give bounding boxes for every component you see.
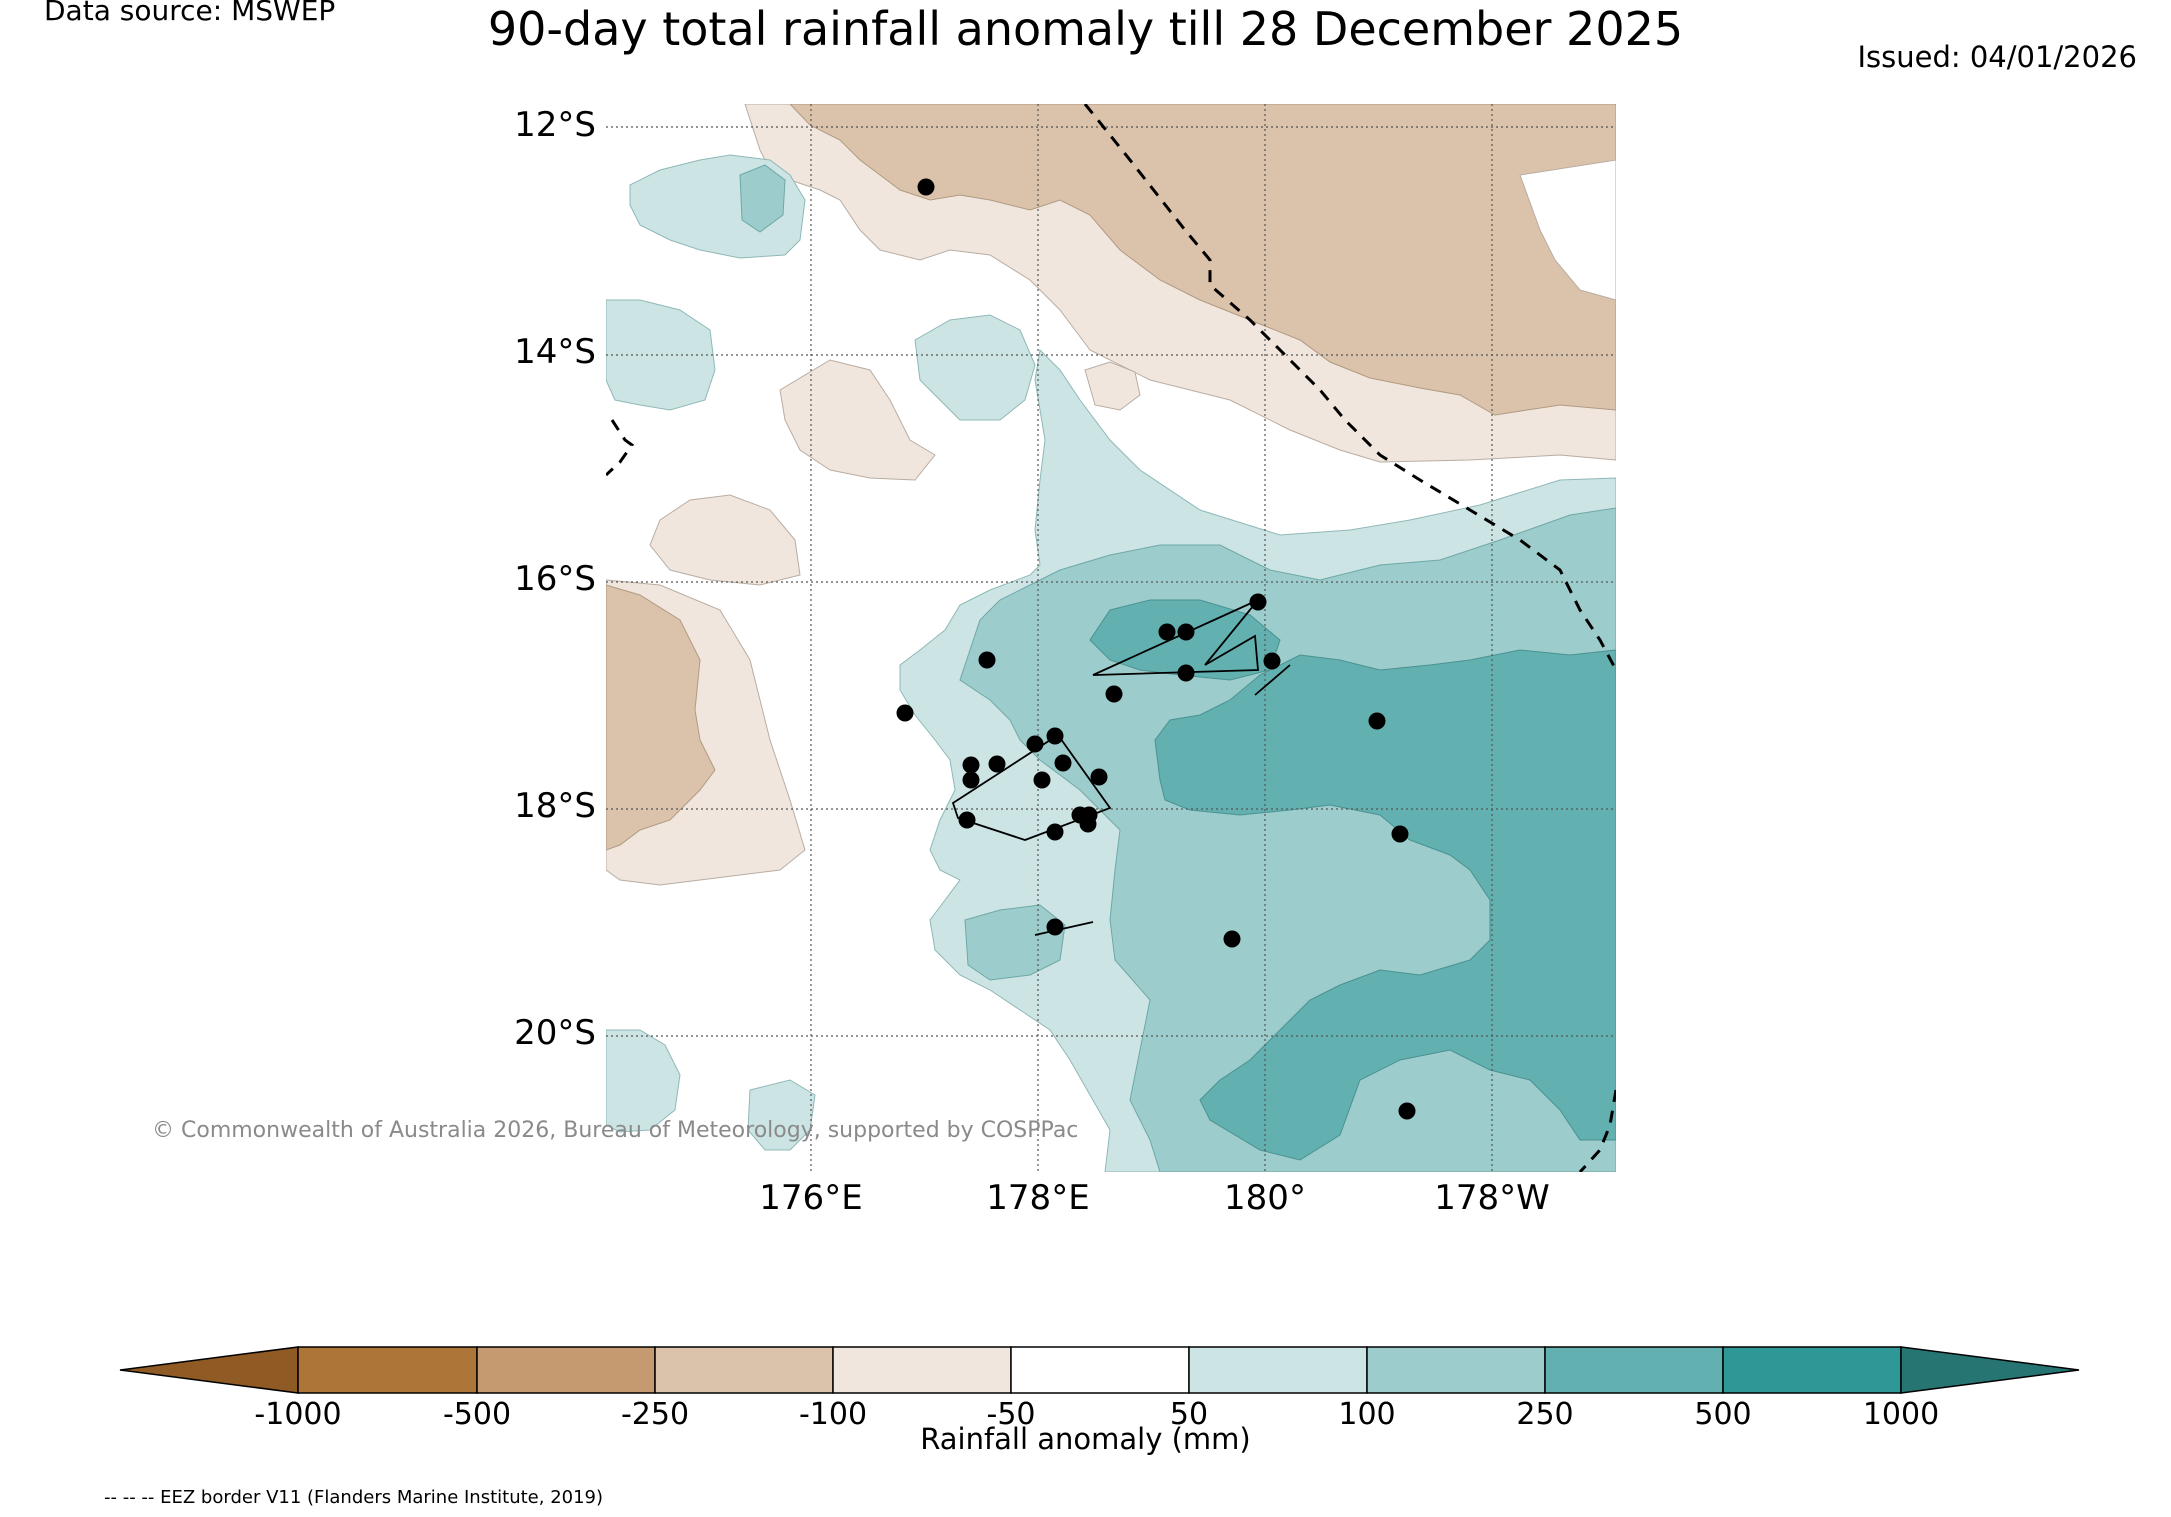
colorbar-tick: -500 — [442, 1397, 512, 1432]
colorbar-tick: 100 — [1338, 1397, 1396, 1432]
data-source-label: Data source: MSWEP — [44, 0, 336, 27]
station-dot — [1079, 815, 1097, 833]
station-dots — [896, 178, 1416, 1120]
copyright-notice: © Commonwealth of Australia 2026, Bureau… — [152, 1118, 1079, 1143]
colorbar-tick: -250 — [620, 1397, 690, 1432]
colorbar-tick: -1000 — [254, 1397, 342, 1432]
station-dot — [962, 771, 980, 789]
station-dot — [1046, 823, 1064, 841]
station-dot — [1046, 727, 1064, 745]
station-dot — [1090, 768, 1108, 786]
eez-border — [1083, 104, 1616, 671]
station-dot — [1249, 593, 1267, 611]
grid-lines — [606, 104, 1616, 1172]
eez-legend-note: -- -- -- EEZ border V11 (Flanders Marine… — [104, 1487, 604, 1508]
station-dot — [1046, 918, 1064, 936]
station-dot — [1263, 652, 1281, 670]
station-dot — [1177, 664, 1195, 682]
station-dot — [1026, 735, 1044, 753]
station-dot — [1158, 623, 1176, 641]
eez-border-left — [606, 419, 635, 477]
colorbar-tick: 50 — [1169, 1397, 1209, 1432]
wet-patch-left-19s — [964, 904, 1066, 981]
station-dot — [1368, 712, 1386, 730]
station-dot — [962, 756, 980, 774]
dry-band-top-dark — [789, 104, 1616, 416]
station-dot — [988, 755, 1006, 773]
neutral-pocket-top — [1519, 159, 1616, 301]
wet-blob-mid — [914, 314, 1036, 421]
wet-blob-bottom-left — [606, 1029, 681, 1133]
lat-label-12s: 12°S — [514, 105, 596, 145]
station-dot — [896, 704, 914, 722]
wet-blob-left-14s — [606, 299, 716, 411]
lon-label-178e: 178°E — [986, 1178, 1090, 1218]
colorbar-tick: -100 — [798, 1397, 868, 1432]
station-dot — [1054, 754, 1072, 772]
lon-label-180: 180° — [1224, 1178, 1306, 1218]
station-dot — [1033, 771, 1051, 789]
station-dot — [1391, 825, 1409, 843]
colorbar-tick: 250 — [1516, 1397, 1574, 1432]
wet-patch-upper-left — [739, 164, 786, 233]
kadavu-outline — [1034, 921, 1094, 936]
lon-label-178w: 178°W — [1434, 1178, 1550, 1218]
map-title: 90-day total rainfall anomaly till 28 De… — [487, 2, 1684, 56]
colorbar-tick: 1000 — [1862, 1397, 1940, 1432]
station-dot — [1398, 1102, 1416, 1120]
lat-label-16s: 16°S — [514, 559, 596, 599]
issued-date: Issued: 04/01/2026 — [1857, 40, 2137, 74]
station-dot — [1223, 930, 1241, 948]
station-dot — [917, 178, 935, 196]
station-dot — [978, 651, 996, 669]
colorbar-tick: -50 — [986, 1397, 1036, 1432]
dry-patch-upper-left — [779, 359, 936, 481]
station-dot — [1177, 623, 1195, 641]
colorbar-tick: 500 — [1694, 1397, 1752, 1432]
wet-blob-bottom-left-2 — [747, 1079, 816, 1151]
station-dot — [958, 811, 976, 829]
dry-patch-mid-left — [649, 494, 801, 586]
lat-label-20s: 20°S — [514, 1013, 596, 1053]
lat-label-18s: 18°S — [514, 786, 596, 826]
dry-band-left-dark — [606, 584, 716, 851]
lat-label-14s: 14°S — [514, 332, 596, 372]
colorbar-label: Rainfall anomaly (mm) — [920, 1422, 1251, 1456]
station-dot — [1105, 685, 1123, 703]
dry-patch-1108 — [1084, 361, 1141, 411]
lon-label-176e: 176°E — [759, 1178, 863, 1218]
eez-border-bottom — [1578, 1089, 1616, 1172]
